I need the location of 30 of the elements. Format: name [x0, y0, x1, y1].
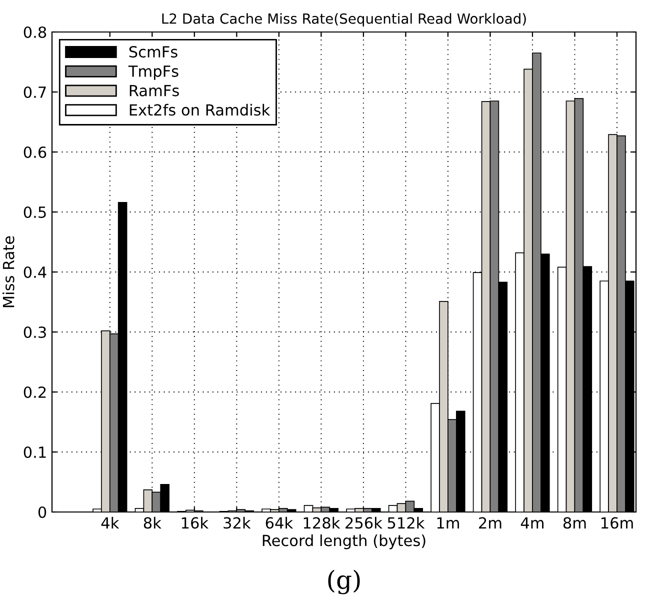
- y-tick-label: 0.2: [24, 386, 46, 398]
- x-tick-label: 4m: [520, 517, 544, 528]
- x-tick-label: 256k: [346, 516, 382, 529]
- y-tick-label: 0.8: [24, 26, 46, 38]
- chart-title: L2 Data Cache Miss Rate(Sequential Read Workload): [162, 13, 526, 27]
- text: (g): [328, 570, 360, 594]
- x-tick-label: 16m: [602, 517, 633, 529]
- x-tick-label: 1m: [437, 517, 459, 528]
- y-tick-label: 0: [38, 506, 46, 518]
- x-tick-label: 8k: [144, 516, 162, 529]
- legend-label: RamFs: [130, 84, 179, 96]
- x-tick-label: 128k: [304, 516, 340, 529]
- x-tick-label: 512k: [388, 516, 425, 529]
- legend-label: TmpFs: [128, 66, 178, 80]
- y-tick-label: 0.3: [24, 326, 46, 338]
- y-tick-label: 0.6: [24, 146, 46, 158]
- y-tick-label: 0.1: [24, 446, 46, 458]
- x-tick-label: 2m: [479, 517, 502, 528]
- legend-label: Ext2fs on Ramdisk: [130, 104, 270, 116]
- x-axis-title: Record length (bytes): [262, 534, 426, 550]
- y-axis-title: Miss Rate: [2, 236, 14, 308]
- x-tick-label: 4k: [101, 516, 120, 528]
- legend-label: ScmFs: [129, 46, 178, 58]
- y-tick-label: 0.5: [24, 206, 46, 218]
- y-tick-label: 0.7: [24, 86, 46, 98]
- x-tick-label: 8m: [563, 517, 586, 529]
- x-tick-label: 64k: [266, 516, 294, 529]
- x-tick-label: 32k: [224, 516, 251, 529]
- x-tick-label: 16k: [182, 516, 209, 529]
- y-tick-label: 0.4: [24, 266, 46, 278]
